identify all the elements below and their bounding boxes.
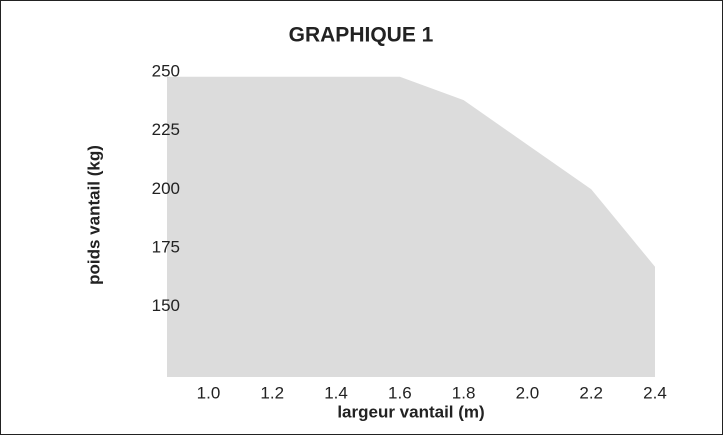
- x-tick-label: 1.8: [452, 383, 476, 402]
- x-tick-label: 2.0: [516, 383, 540, 402]
- y-tick-label: 200: [152, 179, 180, 198]
- area: [167, 76, 655, 377]
- x-tick-label: 2.4: [643, 383, 667, 402]
- chart-title: GRAPHIQUE 1: [289, 24, 434, 47]
- y-tick-label: 175: [152, 237, 180, 256]
- y-tick-label: 225: [152, 120, 180, 139]
- x-tick-label: 1.4: [324, 383, 348, 402]
- y-tick-label: 150: [152, 296, 180, 315]
- y-axis-label: poids vantail (kg): [84, 145, 103, 285]
- x-tick-label: 1.2: [260, 383, 284, 402]
- x-tick-label: 1.6: [388, 383, 412, 402]
- x-axis-label: largeur vantail (m): [337, 402, 484, 421]
- x-tick-label: 2.2: [579, 383, 603, 402]
- x-tick-label: 1.0: [197, 383, 221, 402]
- y-tick-label: 250: [152, 61, 180, 80]
